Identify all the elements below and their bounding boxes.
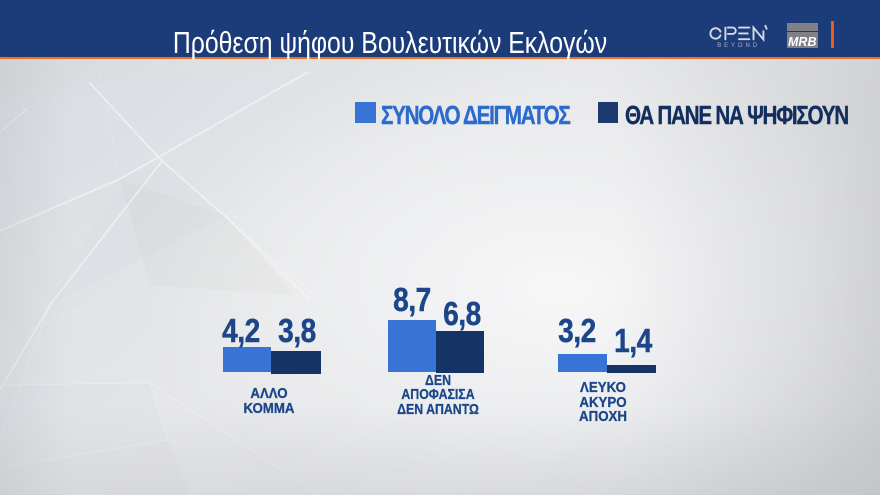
svg-text:BEYOND: BEYOND (717, 43, 760, 49)
